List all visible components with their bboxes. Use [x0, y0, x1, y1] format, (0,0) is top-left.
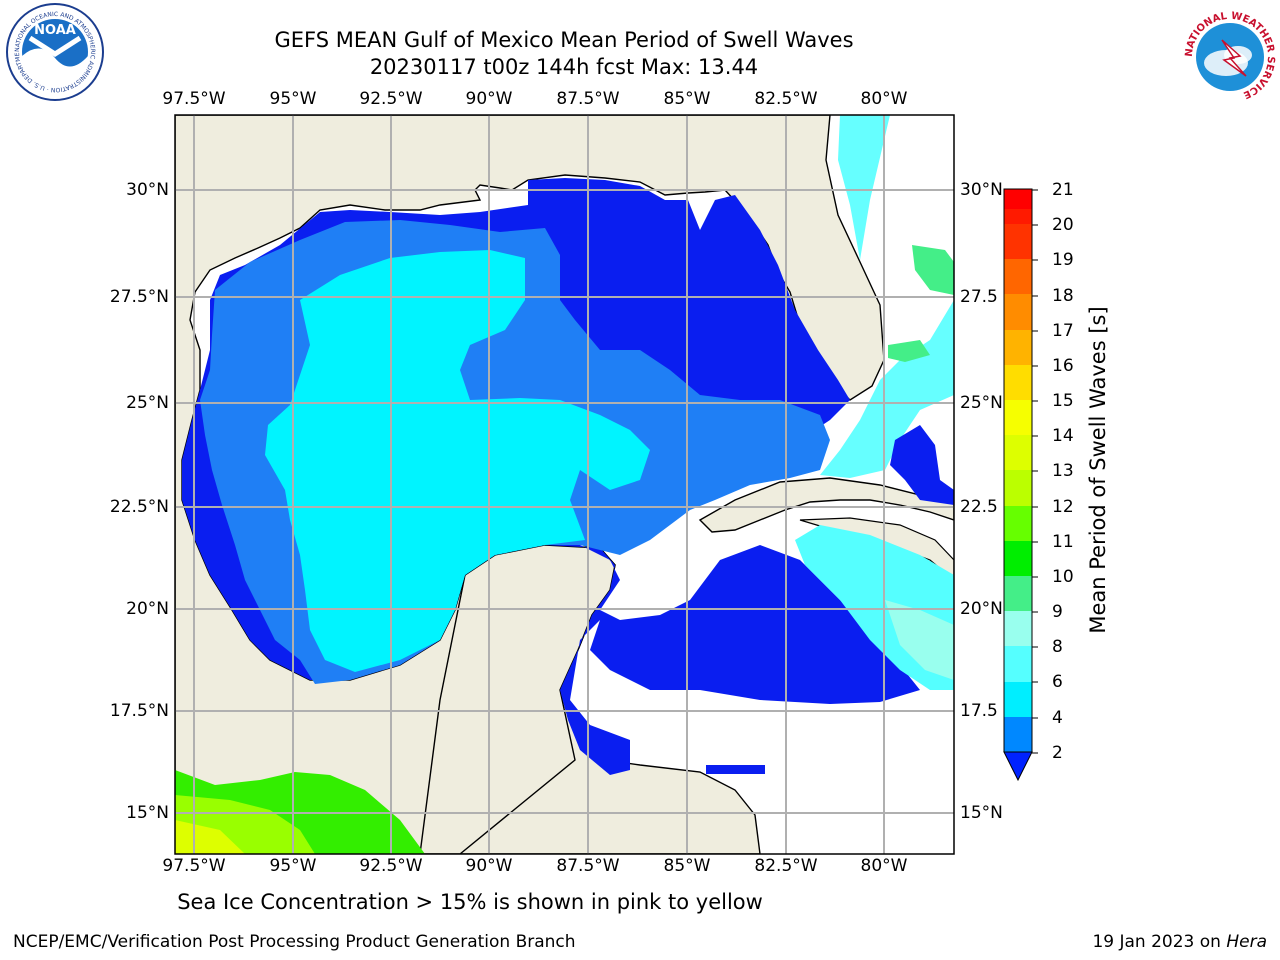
map-frame [174, 114, 955, 855]
lon-tick-bottom: 85°W [663, 856, 711, 876]
lon-tick-top: 85°W [663, 89, 711, 109]
lon-tick-bottom: 95°W [269, 856, 317, 876]
swell-10s-patch-atlantic [912, 245, 954, 295]
noaa-logo-text: NOAA [34, 23, 76, 38]
swell-2s-patch-bahamas [890, 425, 954, 505]
lat-tick-left: 27.5°N [109, 287, 169, 307]
swell-2s-patch-honduras [706, 765, 765, 774]
lat-tick-left: 30°N [126, 180, 169, 200]
colorbar-tick: 19 [1052, 250, 1074, 270]
colorbar-tick: 17 [1052, 321, 1074, 341]
colorbar-tick: 4 [1052, 708, 1063, 728]
colorbar-tick: 14 [1052, 426, 1074, 446]
colorbar-tick: 13 [1052, 461, 1074, 481]
noaa-logo: NATIONAL OCEANIC AND ATMOSPHERIC ADMINIS… [0, 0, 104, 101]
lon-tick-bottom: 92.5°W [359, 856, 423, 876]
map-gridlines [175, 115, 954, 854]
lon-tick-top: 92.5°W [359, 89, 423, 109]
lat-tick-right: 15°N [960, 803, 1003, 823]
nws-logo: NATIONAL WEATHER SERVICE [1182, 9, 1278, 105]
lat-tick-right: 25°N [960, 393, 1003, 413]
chart-title: GEFS MEAN Gulf of Mexico Mean Period of … [274, 28, 854, 52]
swell-14s-region-pacific [175, 820, 245, 854]
lat-tick-right: 20°N [960, 599, 1003, 619]
lon-tick-top: 82.5°W [754, 89, 818, 109]
colorbar-tick: 11 [1052, 532, 1074, 552]
lat-tick-left: 17.5°N [109, 701, 169, 721]
swell-6s-region [265, 250, 650, 672]
colorbar-tick: 10 [1052, 567, 1074, 587]
colorbar-tick: 12 [1052, 497, 1074, 517]
map-area [175, 115, 954, 854]
colorbar-tick: 20 [1052, 215, 1074, 235]
lon-tick-top: 97.5°W [162, 89, 226, 109]
colorbar-tick: 16 [1052, 356, 1074, 376]
colorbar-tick: 21 [1052, 180, 1074, 200]
colorbar-tick: 15 [1052, 391, 1074, 411]
lon-tick-bottom: 87.5°W [556, 856, 620, 876]
colorbar-tick: 2 [1052, 743, 1063, 763]
swell-10s-patch-bahamas [888, 340, 930, 362]
chart-subtitle: 20230117 t00z 144h fcst Max: 13.44 [369, 55, 759, 79]
land-cuba [698, 477, 954, 533]
lon-tick-bottom: 90°W [465, 856, 513, 876]
footer-host: Hera [1226, 932, 1267, 952]
colorbar-tick: 8 [1052, 637, 1063, 657]
swell-9s-patch [885, 600, 954, 680]
lon-tick-top: 87.5°W [556, 89, 620, 109]
swell-8s-region-east [820, 115, 954, 478]
colorbar-label: Mean Period of Swell Waves [s] [1086, 306, 1110, 634]
footer-date-text: 19 Jan 2023 on [1092, 932, 1227, 952]
lat-tick-left: 25°N [126, 393, 169, 413]
lat-tick-right: 17.5 [960, 701, 998, 721]
lat-tick-right: 30°N [960, 180, 1003, 200]
footer-credit: NCEP/EMC/Verification Post Processing Pr… [13, 932, 576, 952]
lon-tick-top: 95°W [269, 89, 317, 109]
lon-tick-bottom: 97.5°W [162, 856, 226, 876]
colorbar-tick: 18 [1052, 286, 1074, 306]
lon-tick-top: 90°W [465, 89, 513, 109]
lon-tick-top: 80°W [860, 89, 908, 109]
lat-tick-left: 15°N [126, 803, 169, 823]
lon-tick-bottom: 82.5°W [754, 856, 818, 876]
lat-tick-left: 20°N [126, 599, 169, 619]
lat-tick-right: 27.5 [960, 287, 998, 307]
colorbar-tick: 9 [1052, 602, 1063, 622]
lon-tick-bottom: 80°W [860, 856, 908, 876]
lat-tick-right: 22.5 [960, 497, 998, 517]
colorbar [1003, 188, 1038, 782]
colorbar-tick: 6 [1052, 672, 1063, 692]
footer-date: 19 Jan 2023 on Hera [1092, 932, 1267, 952]
sea-ice-note: Sea Ice Concentration > 15% is shown in … [177, 890, 763, 914]
lat-tick-left: 22.5°N [109, 497, 169, 517]
